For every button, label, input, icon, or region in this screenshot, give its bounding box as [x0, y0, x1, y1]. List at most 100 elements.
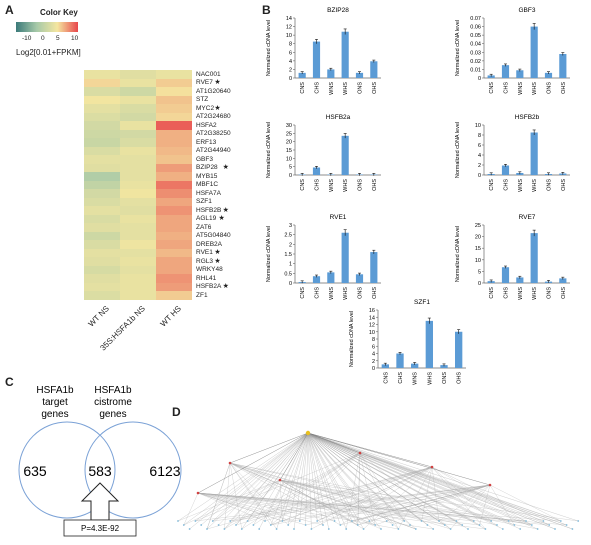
pvalue-text: P=4.3E-92 [81, 524, 120, 533]
heatmap-cell [156, 121, 192, 130]
network-node [206, 528, 208, 530]
heatmap-gene-label: AT2G38250 [196, 130, 231, 137]
network-edge [197, 492, 324, 526]
heatmap-cell [156, 206, 192, 215]
network-edge [359, 452, 405, 522]
heatmap-gene-label: AT5G04840 [196, 232, 231, 239]
chart-y-tick-label: 20 [286, 140, 292, 146]
chart-y-label: Normalized cDNA level [266, 122, 272, 178]
chart-x-tick-label: CNS [489, 179, 495, 191]
network-edge [183, 479, 281, 526]
chart-bar [341, 31, 349, 78]
network-node [403, 520, 406, 522]
network-edge [183, 432, 309, 526]
chart-y-label: Normalized cDNA level [455, 122, 461, 178]
heatmap-cell [120, 248, 156, 258]
heatmap-gene-label: STZ [196, 96, 209, 103]
heatmap-cell [120, 129, 156, 139]
heatmap-cell [120, 240, 156, 249]
heatmap-cell [84, 189, 120, 198]
chart-bar [341, 135, 349, 175]
network-edge [195, 432, 309, 522]
chart-bar [530, 132, 538, 175]
network-node [409, 524, 411, 526]
network-node [507, 520, 510, 522]
chart-bar [312, 167, 321, 175]
chart-y-label: Normalized cDNA level [455, 20, 461, 76]
chart-x-tick-label: WHS [343, 287, 349, 300]
network-edge [229, 462, 289, 526]
chart-y-label: Normalized cDNA level [455, 226, 461, 282]
chart-y-tick-label: 10 [475, 123, 481, 129]
chart-y-tick-label: 0 [478, 281, 481, 287]
chart-x-tick-label: CHS [504, 287, 510, 299]
chart-y-tick-label: 0 [478, 76, 481, 82]
chart-bar [487, 75, 495, 78]
heatmap-cell [156, 180, 192, 190]
heatmap-cell [120, 291, 156, 300]
network-edge [359, 452, 399, 530]
network-edge [241, 452, 361, 530]
network-edge [279, 479, 463, 526]
pvalue-box [63, 519, 137, 537]
chart-x-tick-label: OHS [561, 82, 567, 94]
chart-x-tick-label: OHS [561, 179, 567, 191]
chart-y-tick-label: 1 [289, 262, 292, 268]
heatmap-cell [84, 87, 120, 96]
network-edge [229, 462, 416, 530]
color-key-title: Color Key [40, 8, 78, 17]
chart-bar [370, 252, 378, 283]
chart-bar [327, 69, 335, 78]
chart-y-tick-label: 0 [289, 76, 292, 82]
heatmap-cell [84, 155, 120, 164]
network-edge [340, 466, 433, 526]
network-node [258, 528, 261, 530]
chart-x-tick-label: WHS [427, 372, 433, 385]
network-edge [229, 462, 451, 530]
chart-y-label: Normalized cDNA level [349, 311, 355, 367]
heatmap-cell [120, 138, 156, 147]
color-key-tick: -10 [22, 35, 32, 42]
chart-y-tick-label: 12 [286, 25, 292, 31]
network-edge [197, 492, 561, 522]
heatmap-cell [84, 291, 120, 300]
heatmap-cell [120, 146, 156, 156]
heatmap-cell [156, 87, 192, 96]
heatmap-cell [156, 291, 192, 300]
venn-left-count: 635 [23, 463, 47, 479]
network-edge [307, 432, 474, 522]
network-edge [279, 479, 457, 522]
chart-y-tick-label: 14 [286, 16, 292, 22]
heatmap-cell [156, 70, 192, 79]
chart-x-tick-label: WHS [343, 179, 349, 192]
chart-bar [501, 65, 510, 78]
heatmap-gene-label: SZF1 [196, 198, 212, 205]
network-node [380, 528, 382, 530]
network-edge [229, 462, 277, 530]
chart-y-tick-label: 25 [286, 131, 292, 137]
chart-title: SZF1 [414, 299, 430, 306]
heatmap-cell [156, 146, 192, 156]
network-diagram [177, 430, 580, 530]
panel-label-c: C [5, 375, 14, 389]
heatmap-cell [156, 95, 192, 105]
heatmap-cell [156, 214, 192, 224]
network-edge [229, 462, 532, 526]
network-node [571, 528, 574, 530]
heatmap-cell [84, 78, 120, 88]
chart-x-tick-label: WHS [532, 287, 538, 300]
heatmap-cell [84, 240, 120, 249]
chart-x-tick-label: WHS [343, 82, 349, 95]
heatmap-star-icon: ★ [214, 79, 221, 86]
heatmap-cell [120, 197, 156, 207]
network-edge [212, 432, 309, 522]
chart-x-tick-label: CHS [315, 82, 321, 94]
network-edge [307, 432, 347, 530]
chart-x-tick-label: OHS [561, 287, 567, 299]
network-edge [307, 432, 393, 526]
chart-x-tick-label: CHS [315, 179, 321, 191]
network-node [229, 520, 232, 522]
chart-y-tick-label: 15 [286, 148, 292, 154]
venn-arrow [80, 482, 120, 521]
network-edge [307, 432, 312, 530]
